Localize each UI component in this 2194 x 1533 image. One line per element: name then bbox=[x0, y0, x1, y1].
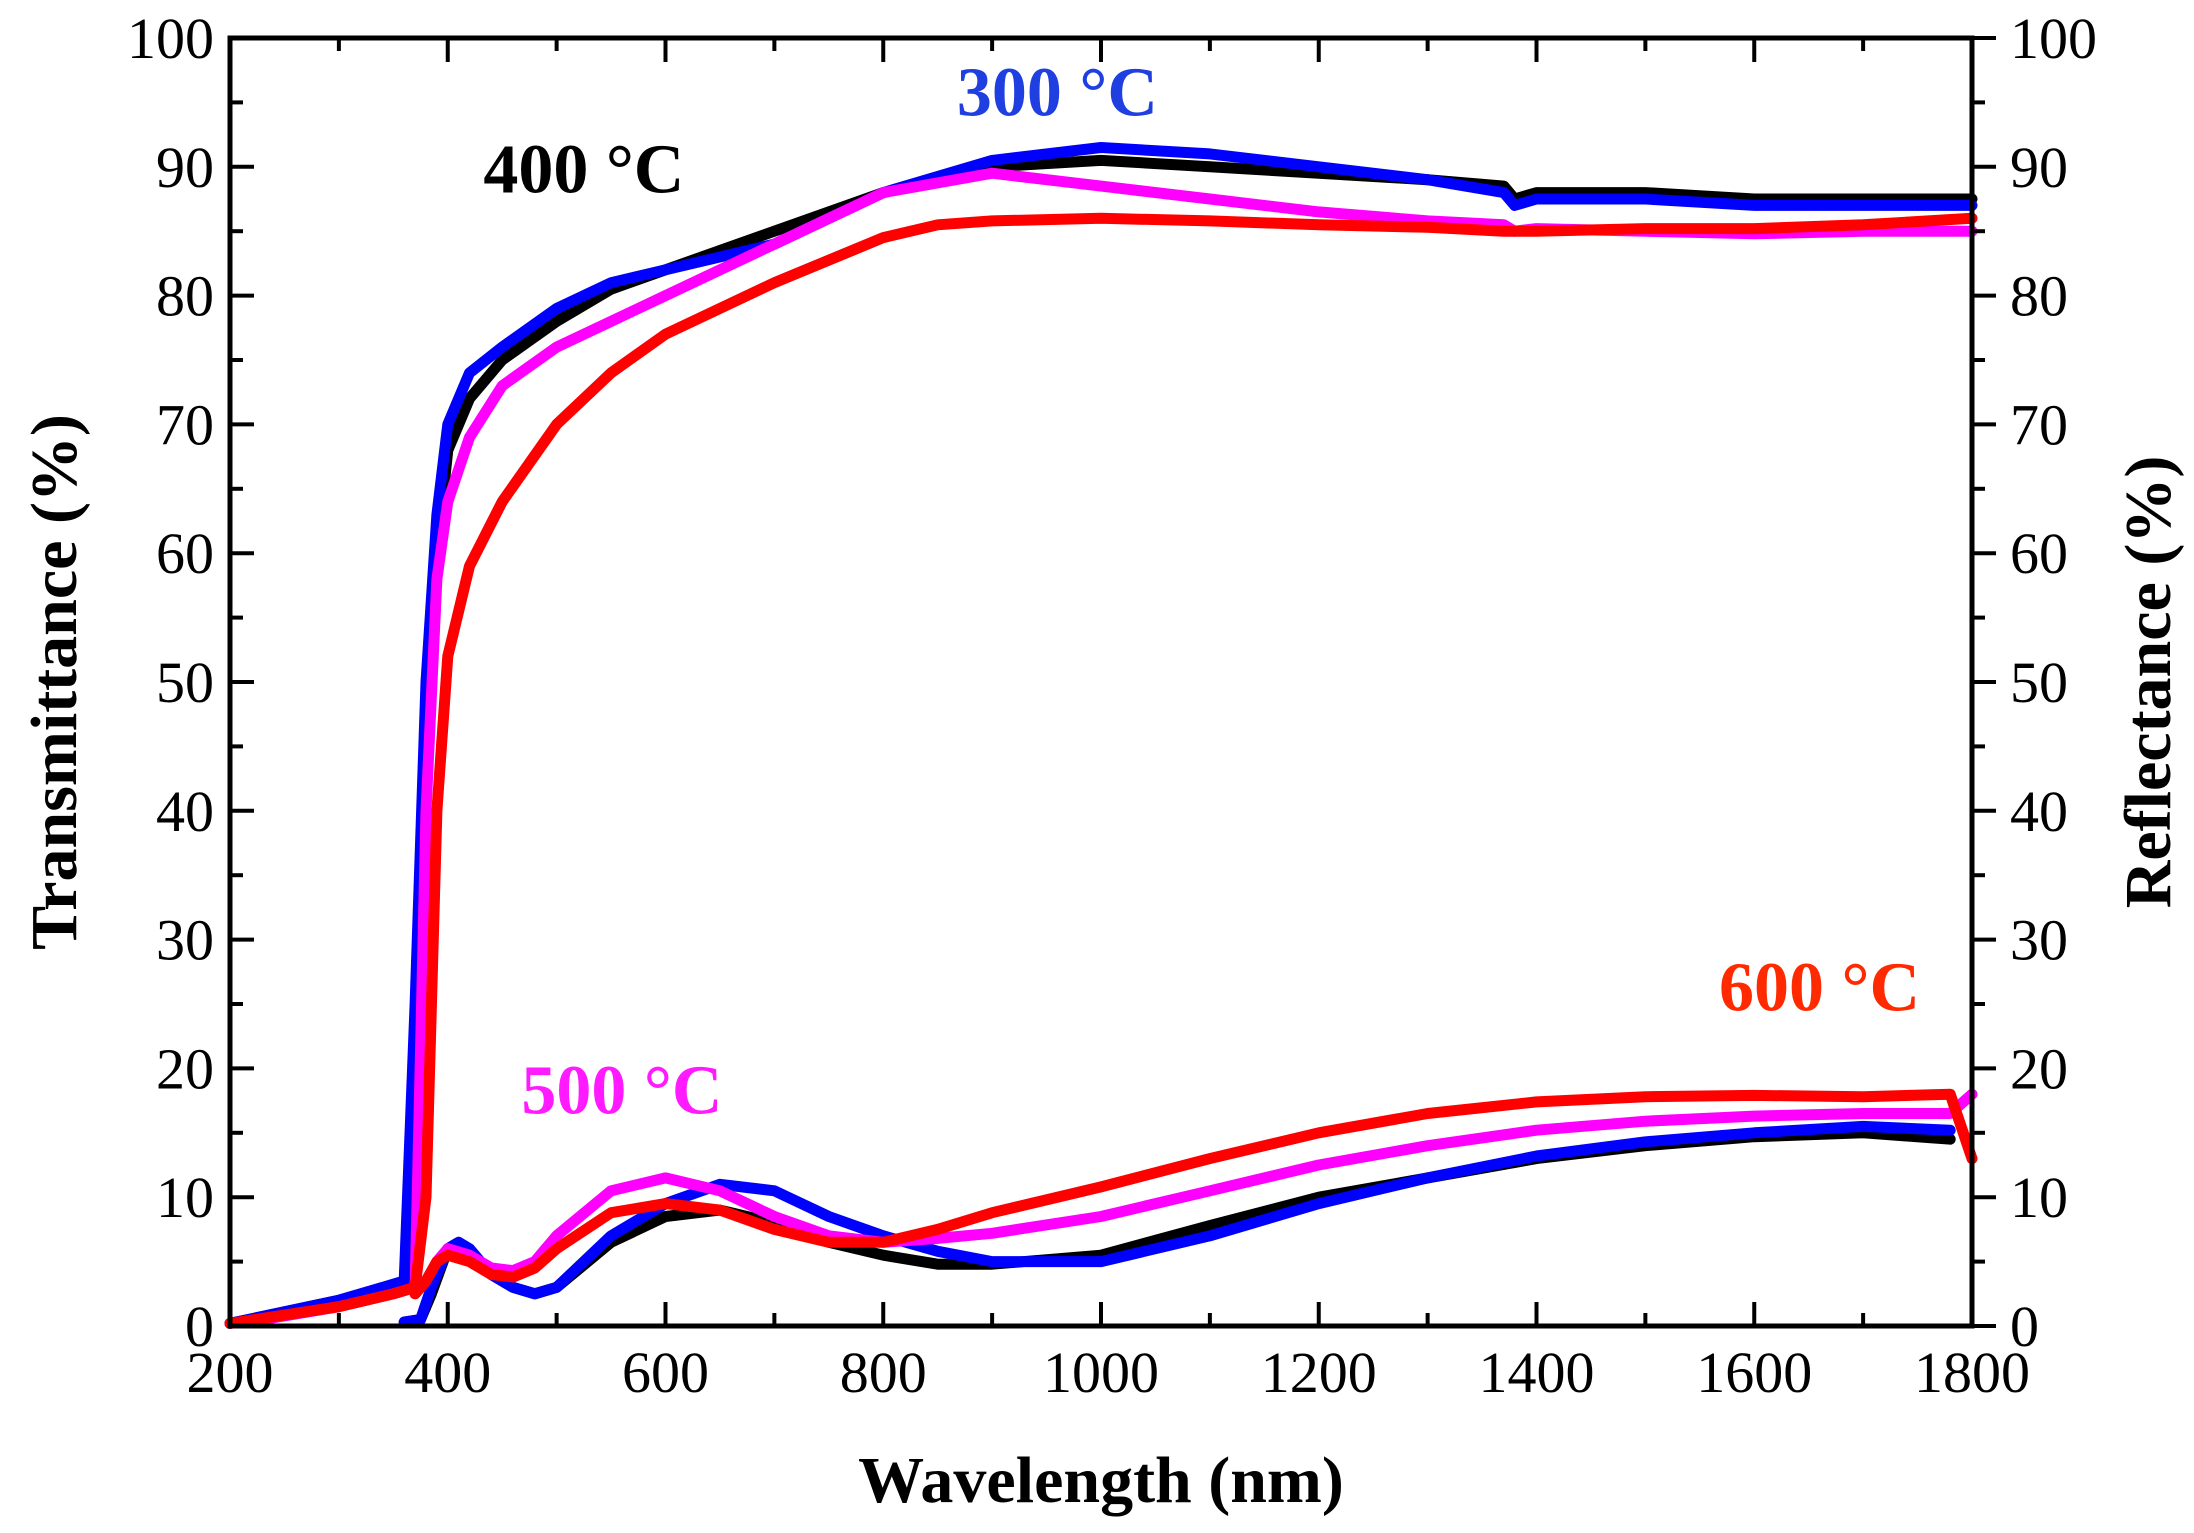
x-tick-label: 1000 bbox=[1043, 1340, 1159, 1405]
y-tick-label-right: 30 bbox=[2010, 908, 2068, 973]
series-line-600-c-reflectance bbox=[409, 1088, 1978, 1300]
series-line-300-c-reflectance bbox=[398, 1120, 1956, 1328]
y-tick-label-left: 60 bbox=[156, 521, 214, 586]
x-tick-label: 1800 bbox=[1914, 1340, 2030, 1405]
y-tick-label-right: 40 bbox=[2010, 779, 2068, 844]
y-tick-label-right: 70 bbox=[2010, 392, 2068, 457]
series-line-400-c-transmittance bbox=[224, 154, 1978, 1329]
y-tick-label-right: 20 bbox=[2010, 1036, 2068, 1101]
x-tick-label: 600 bbox=[622, 1340, 709, 1405]
x-tick-label: 200 bbox=[187, 1340, 274, 1405]
y-tick-label-right: 10 bbox=[2010, 1165, 2068, 1230]
y-tick-label-left: 80 bbox=[156, 264, 214, 329]
y-tick-label-left: 30 bbox=[156, 908, 214, 973]
annotations-layer: 300 °C 400 °C 500 °C 600 °C bbox=[483, 54, 1920, 1129]
series-line-500-c-reflectance bbox=[409, 1088, 1978, 1300]
y-tick-label-left: 90 bbox=[156, 135, 214, 200]
y-tick-label-right: 50 bbox=[2010, 650, 2068, 715]
series-label: 400 °C bbox=[483, 132, 684, 209]
y-tick-label-right: 60 bbox=[2010, 521, 2068, 586]
y-tick-label-right: 90 bbox=[2010, 135, 2068, 200]
x-tick-label: 1600 bbox=[1696, 1340, 1812, 1405]
y-tick-label-right: 80 bbox=[2010, 264, 2068, 329]
series-label: 500 °C bbox=[521, 1052, 722, 1129]
y-tick-label-left: 10 bbox=[156, 1165, 214, 1230]
series-layer bbox=[224, 142, 1978, 1329]
tick-labels-layer: 200 400 600 800 1000 1200 1400 1600 180001020304… bbox=[127, 6, 2097, 1405]
series-label: 600 °C bbox=[1719, 949, 1920, 1026]
x-tick-label: 1400 bbox=[1479, 1340, 1595, 1405]
series-label: 300 °C bbox=[957, 54, 1158, 131]
y-tick-label-right: 0 bbox=[2010, 1294, 2039, 1359]
ticks-layer bbox=[228, 36, 1996, 1328]
y-axis-title-right: Reflectance (%) bbox=[2112, 456, 2185, 909]
y-tick-label-left: 50 bbox=[156, 650, 214, 715]
x-axis-title: Wavelength (nm) bbox=[858, 1444, 1344, 1517]
y-tick-label-left: 0 bbox=[185, 1294, 214, 1359]
x-tick-label: 800 bbox=[840, 1340, 927, 1405]
y-tick-label-left: 20 bbox=[156, 1036, 214, 1101]
x-tick-label: 1200 bbox=[1261, 1340, 1377, 1405]
series-line-400-c-reflectance bbox=[398, 1127, 1956, 1328]
series-line-300-c-transmittance bbox=[224, 142, 1978, 1329]
series-line-600-c-transmittance bbox=[224, 212, 1978, 1329]
y-axis-title-left: Transmittance (%) bbox=[18, 414, 91, 950]
y-tick-label-right: 100 bbox=[2010, 6, 2097, 71]
y-tick-label-left: 100 bbox=[127, 6, 214, 71]
x-tick-label: 400 bbox=[404, 1340, 491, 1405]
y-tick-label-left: 40 bbox=[156, 779, 214, 844]
y-tick-label-left: 70 bbox=[156, 392, 214, 457]
